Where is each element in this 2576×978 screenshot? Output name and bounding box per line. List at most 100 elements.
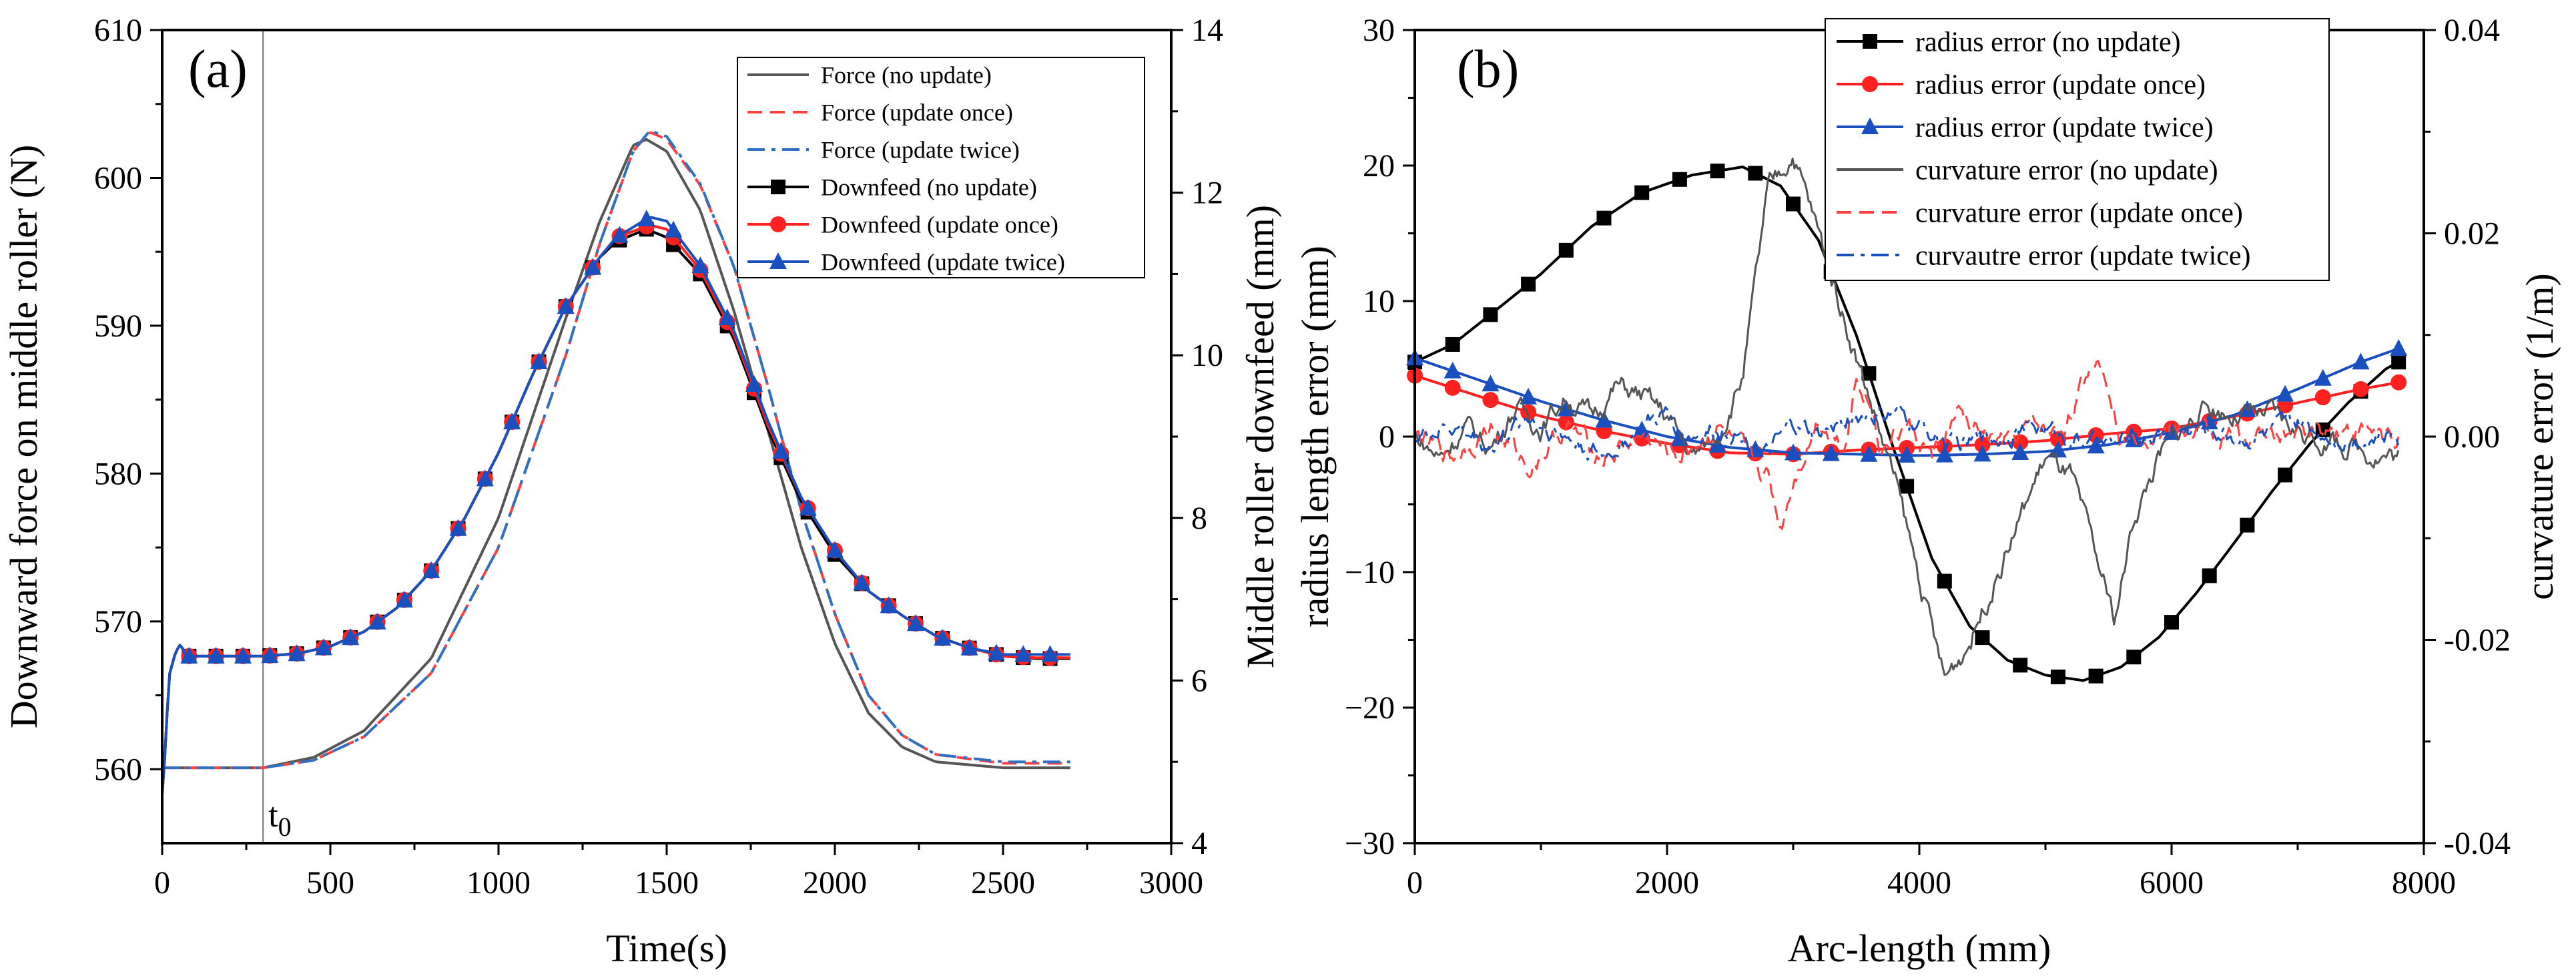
panel-b-series-marker bbox=[1860, 445, 1878, 462]
panel-a-series-marker bbox=[637, 210, 655, 227]
panel-a-xtick-label: 1000 bbox=[466, 865, 531, 901]
panel-a-series-marker bbox=[745, 375, 763, 393]
panel-b-series-marker bbox=[1483, 307, 1498, 322]
panel-b-xtick-label: 0 bbox=[1407, 865, 1423, 901]
panel-a-t0-t: t bbox=[268, 796, 278, 834]
panel-a-y2tick-label: 8 bbox=[1191, 501, 1207, 536]
panel-b-series-marker bbox=[2314, 389, 2331, 406]
panel-b-series-marker bbox=[1937, 573, 1952, 589]
panel-b-series-5 bbox=[1413, 405, 2400, 461]
panel-b-ytick-label: −30 bbox=[1345, 826, 1395, 861]
panel-b-series-marker bbox=[2240, 517, 2255, 533]
panel-a-y2tick-label: 10 bbox=[1191, 338, 1223, 373]
panel-b-series-marker bbox=[1786, 196, 1801, 212]
panel-a-t0-label: t0 bbox=[268, 796, 291, 842]
panel-a-series-marker bbox=[987, 644, 1005, 661]
panel-b-series-marker bbox=[1898, 446, 1916, 463]
panel-b-series-marker bbox=[1973, 445, 1991, 462]
panel-a-series-5 bbox=[161, 210, 1070, 795]
panel-b-series-line bbox=[1414, 360, 2400, 530]
panel-a-series-marker bbox=[395, 590, 413, 607]
panel-b-y2tick-label: 0.02 bbox=[2444, 216, 2500, 252]
panel-b-series-marker bbox=[1557, 399, 1575, 417]
panel-b-y2tick-label: -0.02 bbox=[2444, 623, 2511, 658]
panel-b-series-marker bbox=[1975, 630, 1990, 646]
panel-a-ytick-label: 610 bbox=[94, 13, 142, 48]
panel-a-legend-label: Downfeed (update once) bbox=[821, 212, 1058, 238]
panel-b-xtick-label: 2000 bbox=[1635, 865, 1699, 901]
panel-b-series-marker bbox=[2011, 443, 2029, 460]
panel-a-ylabel: Downward force on middle roller (N) bbox=[2, 145, 45, 729]
panel-b-legend: radius error (no update) radius error (up… bbox=[1825, 18, 2330, 281]
panel-a-series-marker bbox=[1041, 645, 1059, 662]
panel-b-series-group bbox=[1406, 158, 2408, 684]
panel-b-series-marker bbox=[2314, 369, 2332, 386]
panel-b-series-marker bbox=[1558, 414, 1574, 431]
panel-b-series-marker bbox=[1443, 361, 1462, 379]
panel-b-series-marker bbox=[2164, 615, 2179, 630]
panel-a-axes: 0 500 1000 1500 2000 2500 3000 560 570 580 590 600 6… bbox=[94, 13, 1223, 901]
panel-b-series-4 bbox=[1414, 360, 2400, 530]
panel-b-legend-label: radius error (no update) bbox=[1915, 27, 2181, 58]
panel-a-series-marker bbox=[611, 226, 629, 243]
panel-a-legend-box bbox=[737, 57, 1145, 278]
panel-a-series-marker bbox=[422, 561, 440, 578]
panel-b-series-marker bbox=[2012, 434, 2029, 451]
panel-b-series-marker bbox=[1710, 164, 1725, 179]
panel-b-series-marker bbox=[1444, 379, 1461, 396]
panel-a-legend-label: Force (no update) bbox=[821, 62, 992, 89]
panel-a: 0 500 1000 1500 2000 2500 3000 560 570 580 590 600 6… bbox=[2, 13, 1282, 970]
panel-a-series-marker bbox=[906, 614, 924, 632]
panel-b-legend-label: curvautre error (update twice) bbox=[1915, 241, 2251, 272]
panel-b-series-marker bbox=[2013, 658, 2028, 673]
panel-b-series-marker bbox=[1935, 445, 1953, 463]
panel-b-y2tick-label: 0.00 bbox=[2444, 419, 2500, 455]
panel-a-ytick-label: 590 bbox=[94, 308, 142, 344]
panel-a-series-marker bbox=[934, 629, 952, 646]
panel-a-series-marker bbox=[853, 573, 871, 591]
panel-b-series-marker bbox=[1785, 443, 1802, 461]
panel-b-y2tick-label: -0.04 bbox=[2444, 826, 2511, 861]
panel-a-series-marker bbox=[557, 297, 575, 314]
panel-a-legend-marker bbox=[769, 252, 787, 269]
panel-a-legend-label: Force (update once) bbox=[821, 99, 1013, 126]
panel-b-y2label: curvature error (1/m) bbox=[2518, 273, 2561, 600]
panel-b-series-marker bbox=[1634, 185, 1650, 200]
panel-a-series-marker bbox=[288, 644, 306, 662]
panel-a-ytick-label: 600 bbox=[94, 160, 142, 196]
panel-b-ytick-label: 10 bbox=[1363, 284, 1395, 319]
panel-a-xtick-label: 2000 bbox=[803, 865, 867, 901]
panel-a-series-marker bbox=[1014, 645, 1032, 662]
panel-a-legend: Force (no update) Force (update once) Forc… bbox=[737, 57, 1145, 278]
panel-a-xtick-label: 1500 bbox=[635, 865, 699, 901]
panel-a-ytick-label: 560 bbox=[94, 752, 142, 787]
panel-b-xlabel: Arc-length (mm) bbox=[1788, 927, 2051, 970]
panel-b-legend-label: curvature error (no update) bbox=[1915, 156, 2218, 186]
panel-a-y2tick-label: 6 bbox=[1191, 663, 1207, 698]
panel-a-xtick-label: 2500 bbox=[971, 865, 1035, 901]
panel-a-series-marker bbox=[799, 499, 817, 516]
panel-b-series-marker bbox=[2391, 354, 2406, 370]
panel-b-series-marker bbox=[1672, 172, 1687, 187]
panel-a-xlabel: Time(s) bbox=[606, 927, 727, 970]
panel-b-series-marker bbox=[1596, 210, 1612, 226]
panel-a-series-group bbox=[161, 130, 1070, 795]
panel-b-series-marker bbox=[2390, 339, 2408, 356]
panel-a-series-marker bbox=[368, 612, 386, 630]
panel-a-ytick-label: 570 bbox=[94, 604, 142, 640]
panel-a-xtick-label: 500 bbox=[306, 865, 354, 901]
panel-a-legend-marker bbox=[770, 216, 786, 232]
panel-b-legend-label: radius error (update once) bbox=[1915, 70, 2206, 101]
panel-a-series-marker bbox=[342, 628, 360, 646]
panel-a-series-marker bbox=[718, 308, 736, 326]
panel-a-series-marker bbox=[880, 596, 898, 614]
panel-a-series-marker bbox=[530, 352, 548, 369]
panel-a-series-marker bbox=[207, 646, 225, 664]
panel-a-legend-marker bbox=[771, 180, 785, 194]
panel-a-series-marker bbox=[503, 413, 521, 430]
panel-a-legend-label: Force (update twice) bbox=[821, 137, 1020, 164]
panel-b-legend-marker bbox=[1862, 76, 1878, 92]
panel-b-ytick-label: 20 bbox=[1363, 148, 1395, 184]
panel-a-series-marker bbox=[691, 256, 709, 274]
